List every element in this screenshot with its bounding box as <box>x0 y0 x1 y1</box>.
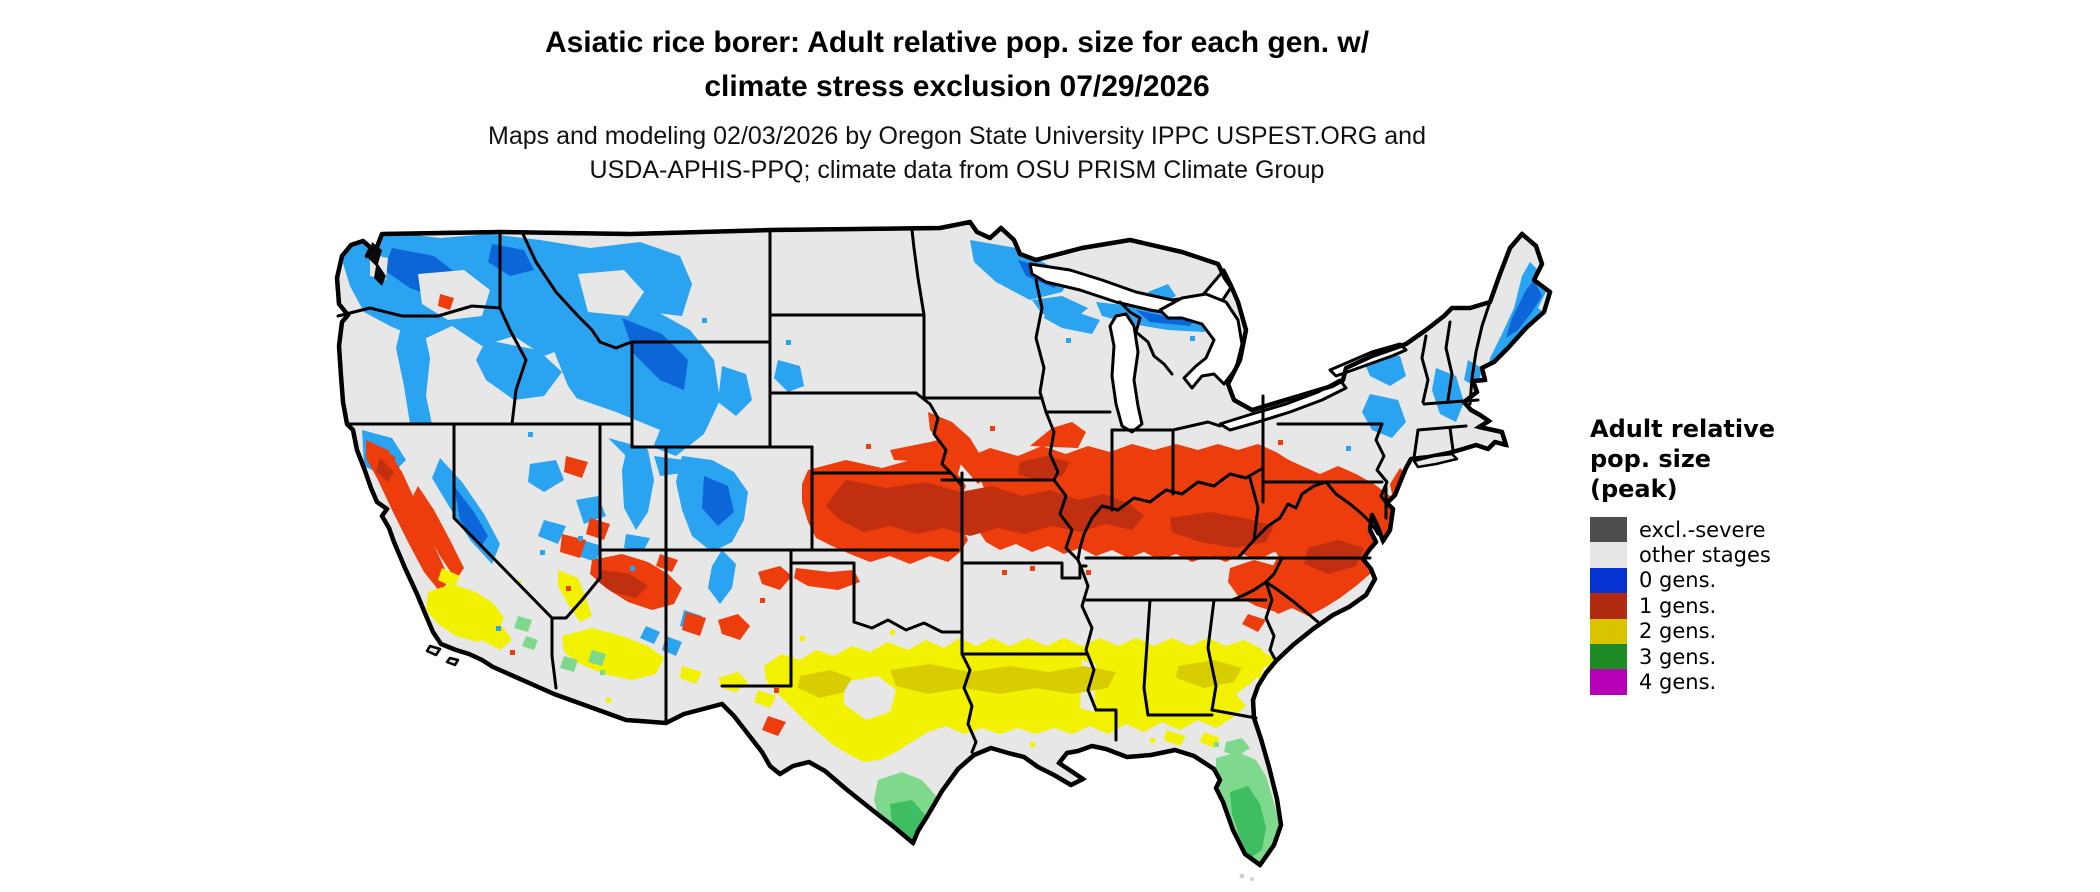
legend-swatch <box>1590 567 1627 594</box>
us-map-svg <box>334 219 1553 881</box>
state-borders <box>336 228 1492 754</box>
legend-row: 2 gens. <box>1590 618 1890 644</box>
legend-swatch <box>1590 517 1627 543</box>
map-title-line1: Asiatic rice borer: Adult relative pop. … <box>544 26 1370 59</box>
long-island <box>1412 452 1459 469</box>
legend-swatch <box>1590 618 1627 644</box>
legend-label: 4 gens. <box>1639 670 1717 695</box>
channel-island <box>445 656 460 667</box>
map-subtitle-line2: USDA-APHIS-PPQ; climate data from OSU PR… <box>589 156 1325 184</box>
legend-title-line3: (peak) <box>1590 475 1678 503</box>
map-subtitle-line1: Maps and modeling 02/03/2026 by Oregon S… <box>488 122 1426 150</box>
channel-island <box>425 644 442 657</box>
us-coastline <box>334 219 1553 868</box>
raster-speckles <box>496 258 1351 809</box>
legend-row: 1 gens. <box>1590 593 1890 619</box>
legend-swatch <box>1590 593 1627 619</box>
legend-label: 0 gens. <box>1639 568 1717 593</box>
legend-row: excl.-severe <box>1590 517 1890 543</box>
legend-title-line2: pop. size <box>1590 445 1712 473</box>
lake-michigan <box>1108 312 1144 434</box>
map-title-line2: climate stress exclusion 07/29/2026 <box>704 70 1210 103</box>
legend-row: 0 gens. <box>1590 567 1890 594</box>
zone-2-gens <box>426 568 1276 762</box>
zone-3-gens-shade <box>890 786 1266 858</box>
puget-sound <box>368 242 386 286</box>
legend-swatch <box>1590 643 1627 670</box>
florida-keys <box>1250 877 1254 881</box>
florida-keys <box>1239 873 1245 879</box>
legend-label: 3 gens. <box>1639 644 1717 669</box>
lake-erie <box>1218 378 1348 432</box>
legend-title-line1: Adult relative <box>1590 415 1776 443</box>
legend-swatch <box>1590 669 1627 695</box>
lake-huron <box>1158 292 1244 390</box>
map-legend: Adult relative pop. size (peak) excl.-se… <box>1590 414 1890 695</box>
legend-row: other stages <box>1590 542 1890 568</box>
legend-row: 4 gens. <box>1590 669 1890 695</box>
legend-row: 3 gens. <box>1590 643 1890 670</box>
legend-label: excl.-severe <box>1639 517 1766 542</box>
legend-label: 1 gens. <box>1639 593 1717 618</box>
legend-label: 2 gens. <box>1639 619 1717 644</box>
zone-2-gens-shade <box>798 660 1242 698</box>
us-map <box>330 218 1560 890</box>
legend-label: other stages <box>1639 543 1771 568</box>
legend-swatch <box>1590 542 1627 568</box>
legend-entries: excl.-severe other stages 0 gens. 1 gens. 2 … <box>1590 517 1890 695</box>
